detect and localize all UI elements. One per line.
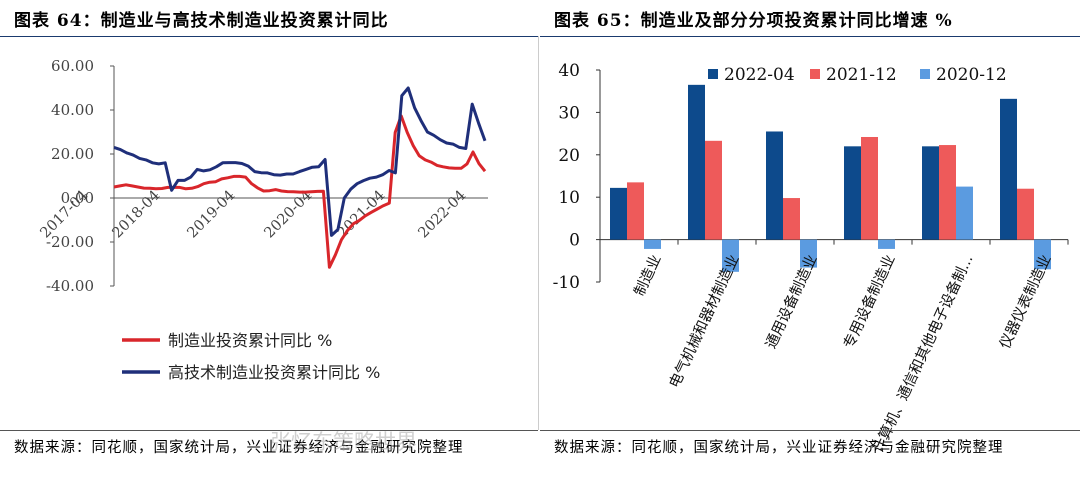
bar-2022-04: [1000, 98, 1017, 240]
left-source-rule: [0, 430, 538, 431]
line-x-tick-label: 2018-04: [109, 187, 163, 241]
bar-2020-12: [644, 239, 661, 249]
bar-category-label: 电气机械和器材制造业: [666, 252, 743, 391]
bar-2020-12: [1034, 239, 1051, 270]
right-source-note: 数据来源：同花顺，国家统计局，兴业证券经济与金融研究院整理: [554, 440, 1004, 456]
bar-y-tick-label: -10: [553, 273, 580, 293]
bar-y-tick-label: 40: [558, 61, 580, 81]
line-y-tick-label: 0.00: [61, 189, 94, 207]
line-series-2: [113, 86, 487, 237]
bar-category-label: 专用设备制造业: [840, 252, 898, 351]
bar-2021-12: [783, 198, 800, 240]
line-y-tick-label: 40.00: [51, 101, 94, 119]
bar-2020-12: [878, 239, 895, 249]
bar-2021-12: [705, 140, 722, 240]
bar-legend-label: 2021-12: [826, 65, 897, 85]
bar-legend-swatch: [920, 69, 930, 79]
bar-category-label: 通用设备制造业: [762, 252, 820, 351]
bar-y-tick-label: 20: [558, 146, 580, 166]
bar-2021-12: [627, 182, 644, 240]
right-panel: 图表 65：制造业及部分分项投资累计同比增速 % 40 30 20 10 0 -10 制造业…: [540, 0, 1080, 492]
line-x-tick-label: 2020-04: [261, 187, 315, 241]
line-y-tick-label: -40.00: [46, 277, 94, 295]
bar-legend-swatch: [810, 69, 820, 79]
left-chart-title: 图表 64：制造业与高技术制造业投资累计同比: [14, 11, 389, 31]
bar-2021-12: [1017, 188, 1034, 240]
bar-y-tick-label: 0: [569, 231, 580, 251]
bar-2021-12: [939, 145, 956, 240]
bar-legend-swatch: [708, 69, 718, 79]
bar-y-tick-label: 10: [558, 188, 580, 208]
bar-2022-04: [922, 146, 939, 240]
line-y-tick-label: 20.00: [51, 145, 94, 163]
bar-2022-04: [844, 146, 861, 240]
line-legend-label: 高技术制造业投资累计同比 %: [168, 363, 380, 382]
panel-divider: [538, 36, 539, 430]
right-chart-title: 图表 65：制造业及部分分项投资累计同比增速 %: [554, 11, 953, 31]
left-title-rule: [0, 36, 538, 37]
bar-2020-12: [800, 239, 817, 268]
bar-2020-12: [956, 186, 973, 240]
watermark: 张忆东策略世界: [270, 430, 417, 454]
right-source-rule: [540, 430, 1080, 431]
line-legend-label: 制造业投资累计同比 %: [168, 331, 332, 350]
bar-legend-label: 2022-04: [724, 65, 795, 85]
line-y-tick-label: 60.00: [51, 57, 94, 75]
bar-2020-12: [722, 239, 739, 272]
bar-2022-04: [610, 187, 627, 240]
bar-category-label: 仪器仪表制造业: [996, 252, 1054, 351]
left-panel: 图表 64：制造业与高技术制造业投资累计同比 60.00 40.00 20.00 0.…: [0, 0, 538, 492]
left-source-note: 数据来源：同花顺，国家统计局，兴业证券经济与金融研究院整理: [14, 440, 464, 456]
line-x-tick-label: 2019-04: [184, 187, 238, 241]
bar-category-label: 制造业: [631, 252, 665, 299]
bar-legend-label: 2020-12: [936, 65, 1007, 85]
right-title-rule: [540, 36, 1080, 37]
line-x-tick-label: 2021-04: [334, 187, 388, 241]
line-series-1: [113, 114, 487, 269]
bar-y-tick-label: 30: [558, 103, 580, 123]
line-x-tick-label: 2022-04: [415, 187, 469, 241]
line-y-tick-label: -20.00: [46, 233, 94, 251]
bar-2022-04: [688, 84, 705, 240]
bar-2021-12: [861, 136, 878, 240]
bar-2022-04: [766, 131, 783, 240]
